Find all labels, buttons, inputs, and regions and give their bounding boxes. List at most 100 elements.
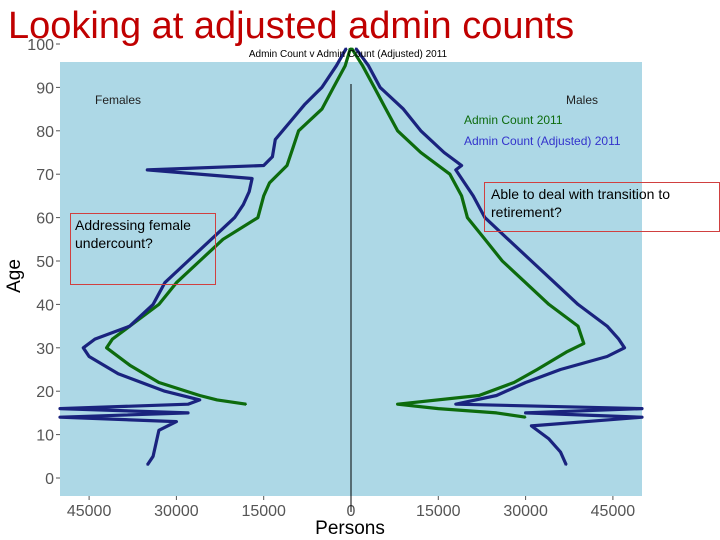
data-point (606, 355, 608, 358)
data-point (495, 412, 498, 414)
y-tick-label: 70 (36, 167, 54, 184)
data-point (59, 416, 61, 419)
data-point (524, 281, 527, 284)
x-tick-label: 15000 (241, 503, 286, 520)
data-point (449, 173, 451, 175)
data-point (443, 151, 445, 154)
data-point (350, 47, 353, 50)
y-tick-label: 100 (27, 37, 54, 54)
data-point (198, 399, 201, 401)
data-point (289, 121, 291, 123)
series-group (58, 47, 644, 466)
data-point (222, 238, 224, 241)
y-tick-label: 80 (36, 124, 54, 141)
legend-item-admin-count: Admin Count 2011 (464, 113, 563, 127)
data-point (292, 147, 294, 149)
data-point (164, 281, 166, 284)
data-point (332, 86, 335, 89)
data-point (335, 64, 338, 67)
panel-label-males: Males (566, 93, 598, 107)
callout-female-undercount: Addressing female undercount? (70, 213, 216, 285)
y-tick-label: 0 (45, 471, 54, 488)
data-point (641, 407, 643, 410)
x-tick-label: 45000 (67, 503, 112, 520)
data-point (175, 420, 178, 423)
x-axis-label: Persons (315, 518, 385, 539)
data-point (152, 455, 154, 458)
data-point (420, 151, 422, 154)
data-point (396, 130, 399, 132)
data-point (641, 416, 643, 419)
data-point (216, 399, 218, 401)
data-point (129, 325, 131, 327)
panel-label-females: Females (95, 93, 141, 107)
data-point (478, 394, 480, 397)
data-point (286, 164, 288, 167)
data-point (536, 368, 538, 371)
data-point (59, 407, 61, 410)
data-point (606, 325, 608, 327)
y-tick-label: 40 (36, 297, 54, 314)
data-point (361, 64, 364, 67)
data-point (198, 260, 201, 262)
data-point (111, 338, 114, 340)
y-tick-label: 50 (36, 254, 54, 271)
data-point (233, 216, 236, 219)
y-tick-label: 20 (36, 384, 54, 401)
data-point (507, 238, 509, 241)
y-tick-label: 30 (36, 341, 54, 358)
data-point (105, 347, 108, 349)
data-point (146, 464, 149, 466)
data-point (248, 190, 250, 193)
data-point (245, 403, 247, 406)
data-point (420, 130, 422, 132)
data-point (198, 394, 201, 397)
data-point (524, 412, 527, 414)
data-point (164, 390, 166, 393)
x-axis: 45000 30000 15000 0 15000 30000 45000 (67, 496, 635, 520)
data-point (251, 177, 253, 180)
y-tick-label: 90 (36, 80, 54, 97)
y-tick-label: 10 (36, 428, 54, 445)
data-point (321, 108, 323, 110)
data-point (210, 238, 213, 241)
data-point (548, 303, 550, 306)
data-point (402, 108, 405, 110)
data-point (88, 355, 90, 358)
data-point (530, 425, 533, 427)
data-point (623, 347, 626, 349)
data-point (530, 260, 533, 262)
data-point (617, 338, 620, 340)
data-point (158, 303, 160, 306)
data-point (437, 407, 440, 410)
data-point (565, 351, 568, 353)
data-point (321, 86, 323, 89)
data-point (155, 442, 157, 445)
data-point (354, 47, 357, 50)
series-line-admin-count-adjusted-male (354, 47, 644, 466)
data-point (274, 138, 277, 141)
data-point (548, 438, 550, 440)
data-point (484, 238, 486, 241)
chart-title: Admin Count v Admin Count (Adjusted) 201… (249, 49, 448, 60)
data-point (152, 303, 154, 306)
data-point (460, 164, 463, 167)
x-tick-label: 15000 (416, 503, 461, 520)
data-point (379, 86, 381, 89)
data-point (187, 412, 189, 414)
data-point (524, 416, 527, 419)
data-point (262, 164, 265, 167)
data-point (463, 182, 466, 184)
data-point (455, 403, 457, 406)
data-point (373, 86, 376, 89)
data-point (367, 64, 370, 67)
data-point (117, 373, 119, 375)
x-tick-label: 45000 (591, 503, 636, 520)
data-point (158, 429, 160, 432)
data-point (495, 394, 498, 397)
legend-item-admin-count-adjusted: Admin Count (Adjusted) 2011 (464, 134, 621, 148)
data-point (583, 342, 585, 345)
data-point (146, 169, 149, 171)
x-tick-label: 30000 (154, 503, 199, 520)
